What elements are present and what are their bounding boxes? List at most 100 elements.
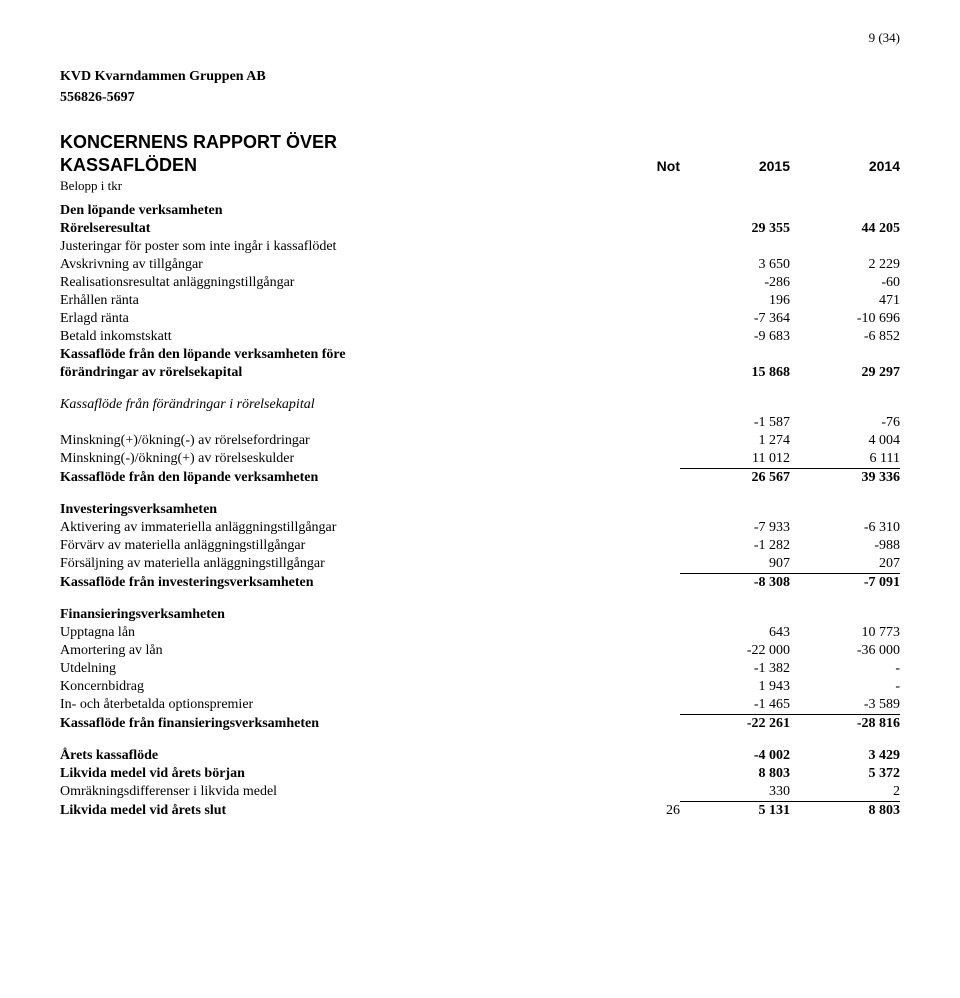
section-header: Finansieringsverksamheten: [60, 606, 630, 624]
row-value: -4 002: [680, 747, 790, 765]
row-label: Upptagna lån: [60, 624, 630, 642]
report-title-1: KONCERNENS RAPPORT ÖVER: [60, 132, 900, 153]
row-value: 207: [790, 555, 900, 574]
subtotal-label: förändringar av rörelsekapital: [60, 364, 630, 382]
company-orgno: 556826-5697: [60, 87, 900, 108]
row-value: -22 000: [680, 642, 790, 660]
table-row: Erhållen ränta 196471: [60, 292, 900, 310]
subtotal-value: -22 261: [680, 715, 790, 734]
table-row: Omräkningsdifferenser i likvida medel330…: [60, 783, 900, 802]
table-row: Amortering av lån-22 000-36 000: [60, 642, 900, 660]
row-value: -3 589: [790, 696, 900, 715]
row-value: -7 364: [680, 310, 790, 328]
subtotal-value: 29 297: [790, 364, 900, 382]
row-value: -36 000: [790, 642, 900, 660]
table-row: Likvida medel vid årets början8 8035 372: [60, 765, 900, 783]
section-header: Investeringsverksamheten: [60, 501, 630, 519]
row-value: 471: [790, 292, 900, 310]
row-value: -6 310: [790, 519, 900, 537]
row-value: -286: [680, 274, 790, 292]
row-value: 643: [680, 624, 790, 642]
row-note: [630, 432, 680, 450]
table-row: Förvärv av materiella anläggningstillgån…: [60, 537, 900, 555]
row-note: [630, 537, 680, 555]
cashflow-table: Den löpande verksamheten Rörelseresultat…: [60, 202, 900, 820]
row-label: Avskrivning av tillgångar: [60, 256, 630, 274]
row-label: Aktivering av immateriella anläggningsti…: [60, 519, 630, 537]
row-note: [630, 642, 680, 660]
section-header: Kassaflöde från förändringar i rörelseka…: [60, 396, 630, 414]
row-value: -60: [790, 274, 900, 292]
subtitle: Belopp i tkr: [60, 178, 900, 194]
table-row: Upptagna lån 64310 773: [60, 624, 900, 642]
row-label: Erhållen ränta: [60, 292, 630, 310]
subtotal-value: -7 091: [790, 574, 900, 593]
row-value: 1 274: [680, 432, 790, 450]
subtotal-label: Kassaflöde från den löpande verksamheten…: [60, 346, 630, 364]
row-label: Minskning(+)/ökning(-) av rörelsefordrin…: [60, 432, 630, 450]
col-year-1: 2015: [680, 158, 790, 174]
row-label: In- och återbetalda optionspremier: [60, 696, 630, 715]
row-label: Erlagd ränta: [60, 310, 630, 328]
table-row: Försäljning av materiella anläggningstil…: [60, 555, 900, 574]
row-note: [630, 519, 680, 537]
row-value: -1 382: [680, 660, 790, 678]
row-label: Rörelseresultat: [60, 220, 630, 238]
report-title-2: KASSAFLÖDEN: [60, 155, 630, 176]
table-row: Avskrivning av tillgångar3 6502 229: [60, 256, 900, 274]
subtotal-value: -28 816: [790, 715, 900, 734]
row-value: 6 111: [790, 450, 900, 469]
table-row: Utdelning-1 382-: [60, 660, 900, 678]
subtotal-label: Kassaflöde från den löpande verksamheten: [60, 469, 630, 488]
row-note: [630, 292, 680, 310]
row-value: [680, 238, 790, 256]
row-value: -1 282: [680, 537, 790, 555]
table-row: -1 587-76: [60, 414, 900, 432]
table-row: Koncernbidrag1 943-: [60, 678, 900, 696]
row-note: [630, 450, 680, 469]
col-year-2: 2014: [790, 158, 900, 174]
table-row: Erlagd ränta -7 364-10 696: [60, 310, 900, 328]
row-value: 3 650: [680, 256, 790, 274]
row-label: Minskning(-)/ökning(+) av rörelseskulder: [60, 450, 630, 469]
company-block: KVD Kvarndammen Gruppen AB 556826-5697: [60, 66, 900, 108]
row-value: 3 429: [790, 747, 900, 765]
row-label: Justeringar för poster som inte ingår i …: [60, 238, 630, 256]
row-note: [630, 765, 680, 783]
row-value: 5 131: [680, 802, 790, 821]
row-value: -6 852: [790, 328, 900, 346]
row-value: -10 696: [790, 310, 900, 328]
row-label: Realisationsresultat anläggningstillgång…: [60, 274, 630, 292]
row-value: 196: [680, 292, 790, 310]
row-label: [60, 414, 630, 432]
row-value: 330: [680, 783, 790, 802]
row-value: -76: [790, 414, 900, 432]
row-value: 1 943: [680, 678, 790, 696]
row-note: [630, 624, 680, 642]
company-name: KVD Kvarndammen Gruppen AB: [60, 66, 900, 87]
table-row: Årets kassaflöde -4 0023 429: [60, 747, 900, 765]
row-value: -1 587: [680, 414, 790, 432]
table-row: Likvida medel vid årets slut265 1318 803: [60, 802, 900, 821]
row-note: [630, 555, 680, 574]
row-note: [630, 274, 680, 292]
row-value: 44 205: [790, 220, 900, 238]
section-header: Den löpande verksamheten: [60, 202, 630, 220]
row-label: Förvärv av materiella anläggningstillgån…: [60, 537, 630, 555]
table-row: Betald inkomstskatt-9 683-6 852: [60, 328, 900, 346]
row-label: Försäljning av materiella anläggningstil…: [60, 555, 630, 574]
row-value: -9 683: [680, 328, 790, 346]
col-note: Not: [630, 158, 680, 174]
row-value: [790, 238, 900, 256]
row-note: [630, 747, 680, 765]
row-value: 4 004: [790, 432, 900, 450]
row-note: [630, 310, 680, 328]
row-label: Likvida medel vid årets slut: [60, 802, 630, 821]
row-label: Utdelning: [60, 660, 630, 678]
subtotal-label: Kassaflöde från finansieringsverksamhete…: [60, 715, 630, 734]
row-label: Årets kassaflöde: [60, 747, 630, 765]
row-note: [630, 678, 680, 696]
table-row: Minskning(+)/ökning(-) av rörelsefordrin…: [60, 432, 900, 450]
row-value: 10 773: [790, 624, 900, 642]
row-note: [630, 220, 680, 238]
